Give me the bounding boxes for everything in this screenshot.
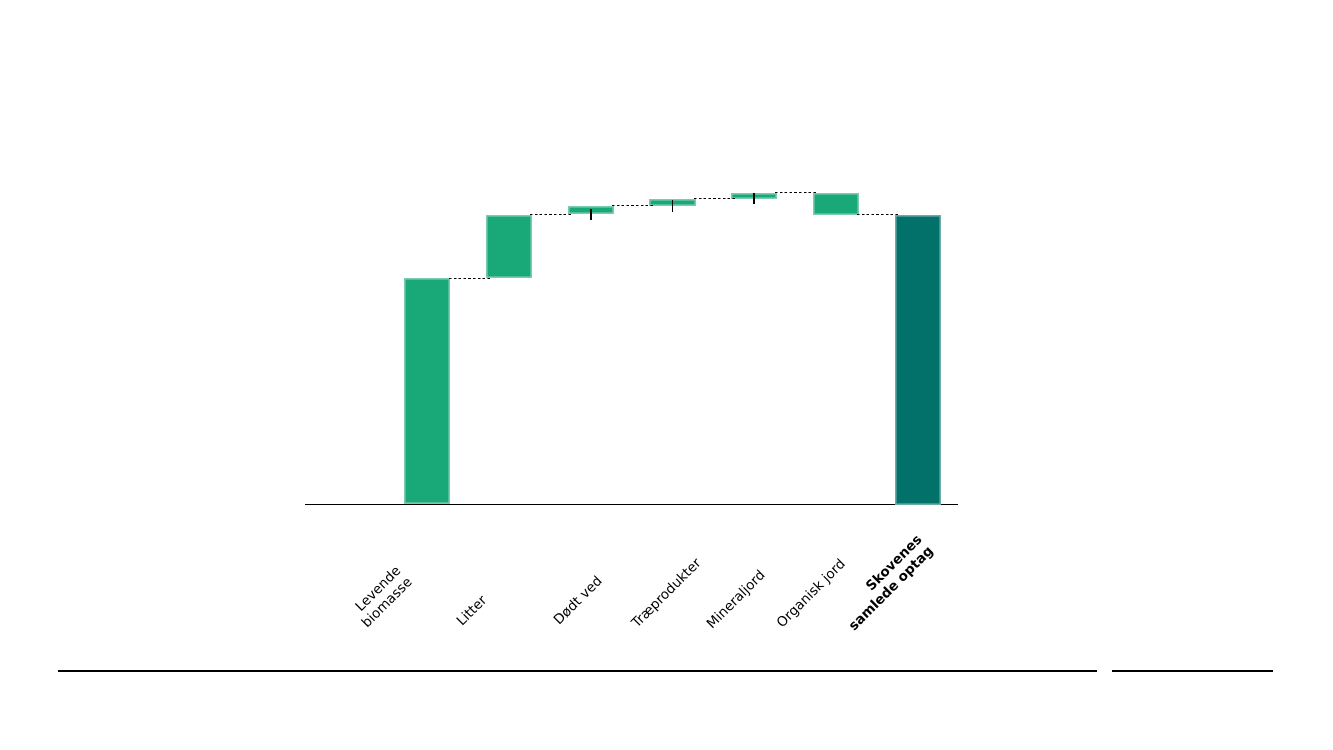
x-axis-label: Mineraljord <box>703 567 769 632</box>
waterfall-connector <box>611 205 654 207</box>
footer-divider-right <box>1112 670 1273 672</box>
waterfall-connector <box>693 197 736 200</box>
x-axis-label: Skovenes samlede optag <box>845 531 937 634</box>
waterfall-connector <box>775 192 817 194</box>
waterfall-bar <box>486 214 533 279</box>
waterfall-bar <box>812 192 859 215</box>
waterfall-total-bar <box>894 214 941 505</box>
x-axis-label: Dødt ved <box>550 573 606 628</box>
x-axis-label: Levende biomasse <box>352 562 416 631</box>
x-axis-label: Organisk jord <box>773 555 849 631</box>
waterfall-bar <box>404 278 451 505</box>
x-axis-label: Litter <box>453 592 491 629</box>
error-bar <box>671 200 674 212</box>
waterfall-connector <box>857 213 899 216</box>
footer-divider-left <box>58 670 1097 672</box>
waterfall-connector <box>530 213 572 216</box>
error-bar <box>590 208 592 221</box>
x-axis-line <box>305 503 958 506</box>
waterfall-connector <box>448 277 490 279</box>
error-bar <box>753 192 755 205</box>
x-axis-label: Træprodukter <box>628 555 705 631</box>
